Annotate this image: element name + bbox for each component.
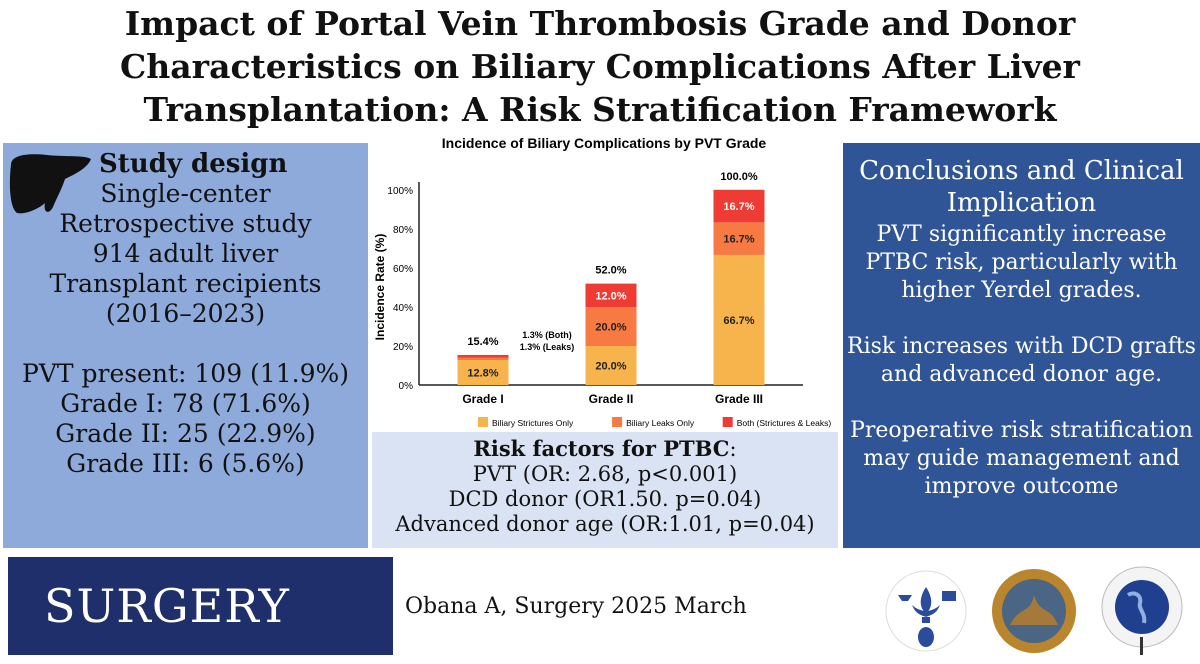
data-label: 12.8%	[467, 368, 498, 380]
study-design-heading: Study design	[99, 149, 288, 179]
american-association-of-endocrine-surgeons-logo	[1101, 566, 1183, 655]
page-title: Impact of Portal Vein Thrombosis Grade a…	[120, 4, 1080, 129]
data-label: 20.0%	[595, 322, 626, 334]
legend-label: Biliary Leaks Only	[626, 418, 695, 428]
stat-line: PVT present: 109 (11.9%)	[22, 359, 349, 388]
conclusions-panel: Conclusions and Clinical Implication PVT…	[843, 143, 1200, 548]
risk-line: PVT (OR: 2.68, p<0.001)	[472, 462, 738, 486]
design-line: 914 adult liver	[92, 239, 279, 268]
annotation: 1.3% (Leaks)	[520, 342, 575, 352]
bar-segment	[457, 357, 509, 361]
total-label: 15.4%	[467, 336, 498, 348]
design-line: Retrospective study	[59, 209, 312, 238]
legend-swatch	[722, 417, 733, 427]
design-line: Transplant recipients	[49, 269, 322, 298]
colon: :	[729, 437, 737, 461]
design-line: (2016–2023)	[105, 299, 266, 328]
citation: Obana A, Surgery 2025 March	[405, 594, 747, 619]
bar-segment	[585, 346, 637, 385]
legend-swatch	[612, 417, 623, 427]
chart-title: Incidence of Biliary Complications by PV…	[442, 135, 767, 151]
legend-swatch	[478, 417, 488, 427]
y-tick-label: 0%	[399, 381, 414, 392]
legend-label: Biliary Strictures Only	[492, 418, 574, 428]
risk-line: DCD donor (OR1.50. p=0.04)	[448, 487, 762, 511]
bar-segment	[585, 307, 637, 346]
risk-factors-panel: Risk factors for PTBC: PVT (OR: 2.68, p<…	[372, 432, 838, 548]
bar-segment	[585, 283, 637, 307]
society-of-university-surgeons-logo	[885, 570, 967, 652]
y-tick-label: 100%	[387, 186, 413, 197]
chart: Incidence of Biliary Complications by PV…	[368, 135, 840, 432]
conclusion-paragraph: Risk increases with DCD grafts and advan…	[847, 334, 1196, 387]
bar-segment	[713, 222, 765, 255]
stat-line: Grade II: 25 (22.9%)	[55, 419, 316, 448]
bar-segment	[713, 254, 765, 385]
stacked-bar-chart: Incidence of Biliary Complications by PV…	[373, 135, 832, 428]
stat-line: Grade I: 78 (71.6%)	[60, 389, 311, 418]
data-label: 20.0%	[595, 361, 626, 373]
y-tick-label: 20%	[393, 342, 413, 353]
central-surgical-association-seal	[992, 569, 1076, 653]
liver-icon	[9, 154, 92, 214]
total-label: 100.0%	[720, 171, 758, 183]
risk-factors-heading: Risk factors for PTBC	[473, 436, 730, 461]
bar-segment	[713, 189, 765, 223]
x-tick-label: Grade II	[589, 392, 634, 406]
data-label: 16.7%	[723, 201, 754, 213]
total-label: 52.0%	[595, 265, 626, 277]
bar-segment	[457, 360, 509, 385]
risk-line: Advanced donor age (OR:1.01, p=0.04)	[395, 512, 815, 536]
y-tick-label: 60%	[393, 264, 413, 275]
y-tick-label: 40%	[393, 303, 413, 314]
data-label: 16.7%	[723, 234, 754, 246]
x-tick-label: Grade III	[715, 392, 763, 406]
design-line: Single-center	[100, 179, 271, 208]
annotation: 1.3% (Both)	[522, 330, 572, 340]
conclusions-heading: Conclusions and Clinical Implication	[859, 156, 1184, 218]
conclusion-paragraph: PVT significantly increase PTBC risk, pa…	[865, 222, 1178, 303]
data-label: 66.7%	[723, 315, 754, 327]
legend-label: Both (Strictures & Leaks)	[737, 418, 832, 428]
y-axis-label: Incidence Rate (%)	[373, 234, 387, 341]
stat-line: Grade III: 6 (5.6%)	[66, 449, 305, 478]
conclusion-paragraph: Preoperative risk stratification may gui…	[850, 418, 1193, 499]
bar-segment	[457, 354, 509, 358]
data-label: 12.0%	[595, 290, 626, 302]
journal-logo: SURGERY	[8, 557, 393, 655]
y-tick-label: 80%	[393, 225, 413, 236]
x-tick-label: Grade I	[462, 392, 503, 406]
study-design-panel: Study design Single-center Retrospective…	[3, 143, 368, 548]
